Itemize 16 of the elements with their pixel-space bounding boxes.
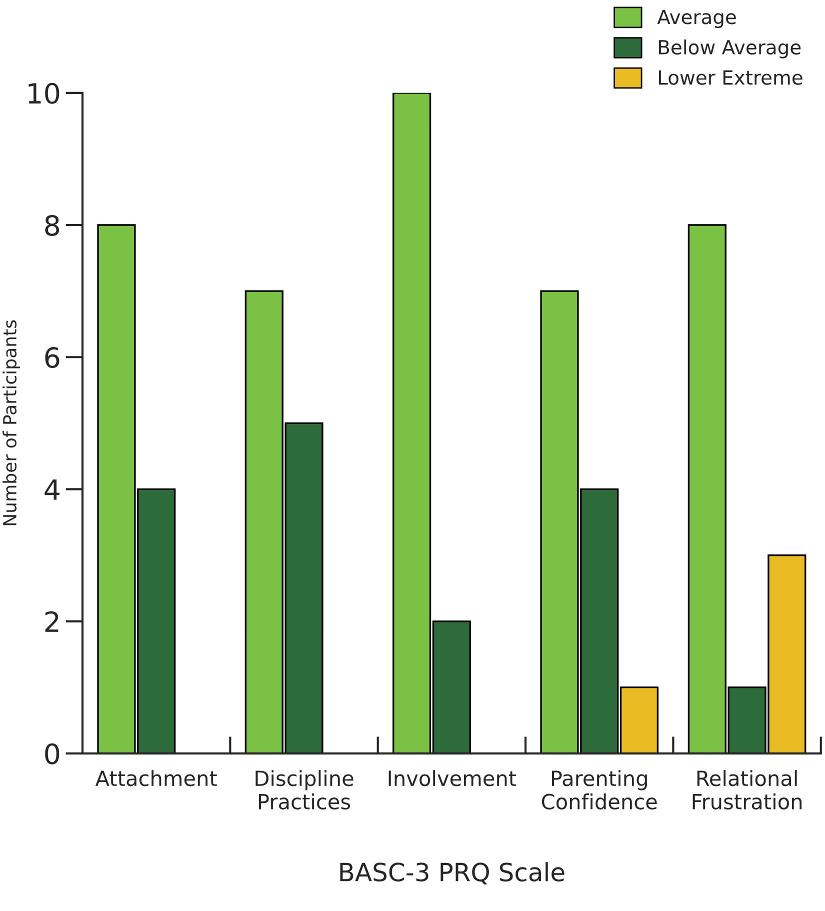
y-tick-label: 0 bbox=[45, 743, 60, 764]
x-axis-title: BASC-3 PRQ Scale bbox=[340, 862, 564, 884]
y-tick-label: 2 bbox=[45, 611, 58, 632]
y-tick-label: 8 bbox=[45, 214, 60, 236]
y-axis-title: Number of Participants bbox=[2, 320, 20, 526]
y-tick-label: 4 bbox=[44, 480, 60, 500]
x-tick-label: Involvement bbox=[388, 770, 516, 786]
x-tick-label: Attachment bbox=[95, 770, 217, 786]
x-tick-label: Discipline Practices bbox=[256, 770, 354, 810]
x-tick-label: Parenting Confidence bbox=[542, 770, 657, 810]
legend-label: Below Average bbox=[659, 40, 801, 58]
y-tick-label: 6 bbox=[45, 347, 60, 368]
y-tick-label: 10 bbox=[28, 82, 60, 104]
legend-label: Lower Extreme bbox=[659, 70, 802, 85]
legend-label: Average bbox=[657, 10, 736, 28]
x-tick-label: Relational Frustration bbox=[692, 770, 802, 810]
